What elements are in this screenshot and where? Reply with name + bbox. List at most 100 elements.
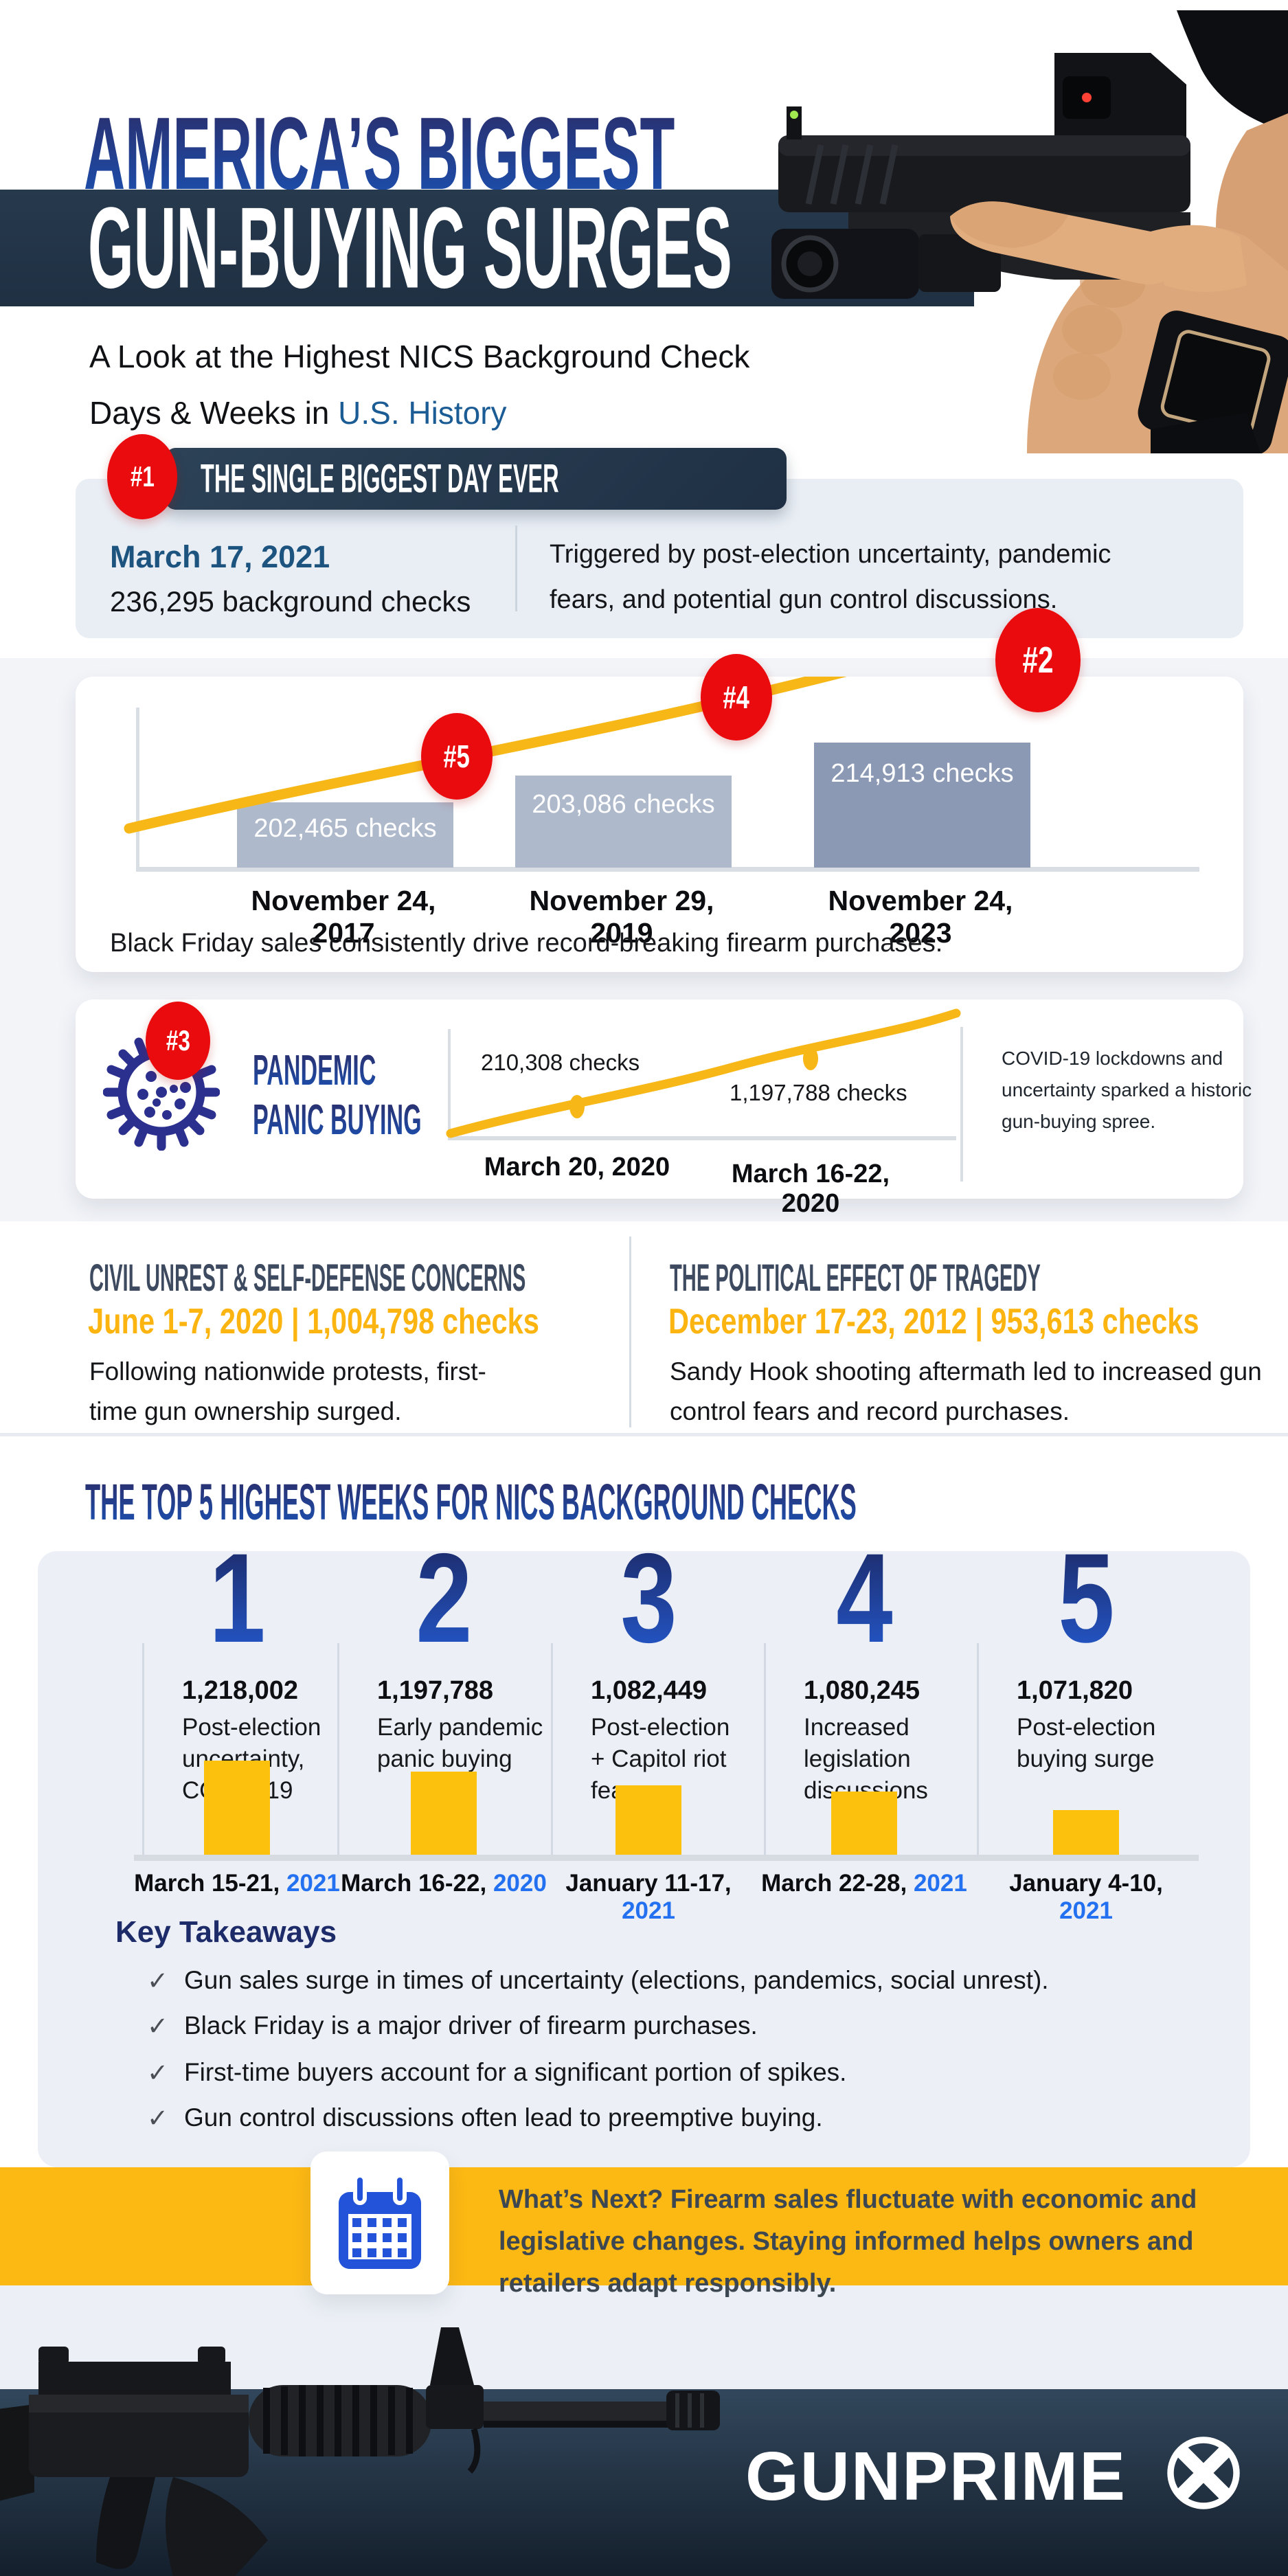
top5-rank-1-label: 1 [208, 1528, 266, 1669]
top5-date-2: March 16-22, 2020 [341, 1870, 547, 1897]
tragedy-stat-wrap: December 17-23, 2012 | 953,613 checks [668, 1302, 1288, 1341]
single-day-desc: Triggered by post-election uncertainty, … [550, 532, 1111, 622]
civil-unrest-desc: Following nationwide protests, first- ti… [89, 1352, 486, 1432]
top5-desc-5-l1: Post-election [1017, 1714, 1156, 1741]
pandemic-line-chart [446, 1008, 961, 1138]
pandemic-point1-label: 210,308 checks [481, 1050, 640, 1075]
top5-rank-2-label: 2 [415, 1528, 473, 1669]
top5-rank-3-label: 3 [620, 1528, 677, 1669]
single-day-divider [515, 526, 517, 611]
tragedy-heading-wrap: THE POLITICAL EFFECT OF TRAGEDY [670, 1258, 1288, 1297]
rank-2-badge-label: #2 [1022, 640, 1054, 681]
subtitle-line2-prefix: Days & Weeks in [89, 395, 339, 431]
top5-desc-5-l2: buying surge [1017, 1745, 1155, 1772]
rank-1-badge: #1 [107, 434, 177, 519]
subtitle-line2: Days & Weeks in U.S. History [89, 385, 749, 441]
page-title-line2: GUN-BUYING SURGES [88, 183, 732, 313]
top5-desc-2: Early pandemic panic buying [377, 1712, 543, 1775]
top5-rank-5: 5 [1017, 1528, 1155, 1669]
top5-date-1-main: March 15-21, [134, 1870, 280, 1897]
pandemic-title-line2: PANIC BUYING [253, 1096, 422, 1144]
top5-desc-2-l2: panic buying [377, 1745, 512, 1772]
subtitle-line1: A Look at the Highest NICS Background Ch… [89, 339, 750, 374]
civil-unrest-heading: CIVIL UNREST & SELF-DEFENSE CONCERNS [89, 1256, 526, 1299]
top5-rank-4: 4 [795, 1535, 933, 1662]
calendar-card [310, 2151, 449, 2294]
top5-date-4-main: March 22-28, [761, 1870, 907, 1897]
pandemic-title: PANDEMIC PANIC BUYING [253, 1050, 560, 1142]
top5-divider-4 [764, 1643, 766, 1855]
top5-rank-5-label: 5 [1057, 1528, 1115, 1669]
rank-5-badge-label: #5 [443, 738, 471, 774]
bf-bar-2019 [515, 776, 732, 868]
tragedy-desc: Sandy Hook shooting aftermath led to inc… [670, 1352, 1262, 1432]
top5-bar-1 [204, 1761, 270, 1855]
single-day-banner: THE SINGLE BIGGEST DAY EVER [165, 448, 787, 510]
bf-baseline [136, 867, 1199, 872]
tragedy-desc-line1: Sandy Hook shooting aftermath led to inc… [670, 1357, 1262, 1386]
top5-value-1: 1,218,002 [182, 1676, 299, 1705]
top5-desc-2-l1: Early pandemic [377, 1714, 543, 1741]
top5-divider-5 [977, 1643, 979, 1855]
whats-next-line3: retailers adapt responsibly. [499, 2269, 837, 2298]
brand-logo-text: GUNPRIME [745, 2438, 1127, 2515]
calendar-icon [339, 2173, 421, 2269]
pandemic-y-axis [448, 1029, 451, 1140]
civil-unrest-stat: June 1-7, 2020 | 1,004,798 checks [88, 1302, 539, 1342]
bf-bar-label-2017: 202,465 checks [253, 814, 437, 843]
top5-heading-wrap: THE TOP 5 HIGHEST WEEKS FOR NICS BACKGRO… [85, 1477, 1288, 1528]
pandemic-desc: COVID-19 lockdowns and uncertainty spark… [1002, 1043, 1252, 1138]
top5-bar-3 [615, 1785, 681, 1855]
pandemic-desc-line2: uncertainty sparked a historic [1002, 1079, 1252, 1100]
pistol-illustration-icon [771, 10, 1288, 455]
top5-date-2-year: 2020 [493, 1870, 547, 1897]
pandemic-card [76, 999, 1243, 1199]
top5-date-5-year: 2021 [1059, 1897, 1113, 1924]
top5-heading: THE TOP 5 HIGHEST WEEKS FOR NICS BACKGRO… [85, 1473, 857, 1530]
bf-caption: Black Friday sales consistently drive re… [110, 929, 943, 958]
top5-baseline [134, 1855, 1199, 1861]
tragedy-stat: December 17-23, 2012 | 953,613 checks [668, 1302, 1199, 1342]
rank-4-badge-label: #4 [723, 679, 750, 715]
pandemic-title-line1: PANDEMIC [253, 1047, 376, 1094]
top5-date-3-main: January 11-17, [565, 1870, 732, 1897]
pandemic-point2-label: 1,197,788 checks [730, 1080, 907, 1105]
rank-2-badge: #2 [995, 608, 1081, 712]
top5-date-1: March 15-21, 2021 [134, 1870, 340, 1897]
bf-bar-label-2023: 214,913 checks [831, 759, 1014, 788]
rifle-illustration-icon [0, 2327, 720, 2576]
bf-bar-2023 [814, 743, 1030, 868]
takeaways-heading: Key Takeaways [115, 1915, 337, 1949]
top5-bar-5 [1053, 1810, 1119, 1855]
top5-desc-3-l1: Post-election [591, 1714, 730, 1741]
top5-date-3-year: 2021 [622, 1897, 675, 1924]
rank-3-badge-label: #3 [166, 1024, 190, 1057]
civil-unrest-desc-line2: time gun ownership surged. [89, 1397, 402, 1425]
pandemic-date2: March 16-22, 2020 [731, 1160, 890, 1218]
rank-3-badge: #3 [146, 1002, 210, 1080]
civil-unrest-heading-wrap: CIVIL UNREST & SELF-DEFENSE CONCERNS [89, 1258, 929, 1297]
top5-value-4: 1,080,245 [804, 1676, 920, 1705]
top5-date-4: March 22-28, 2021 [761, 1870, 967, 1897]
pandemic-divider [960, 1027, 963, 1182]
top5-desc-3: Post-election+ Capitol riotfears [591, 1712, 730, 1807]
top5-rank-3: 3 [580, 1528, 717, 1669]
page-title-line1: AMERICA’S BIGGEST [84, 95, 675, 211]
takeaway-item-4: Gun control discussions often lead to pr… [184, 2103, 823, 2132]
top5-rank-2: 2 [375, 1528, 512, 1669]
check-icon: ✓ [147, 2012, 169, 2040]
takeaway-item-2: Black Friday is a major driver of firear… [184, 2011, 758, 2040]
pandemic-desc-line1: COVID-19 lockdowns and [1002, 1048, 1223, 1069]
top5-date-1-year: 2021 [286, 1870, 340, 1897]
whats-next-text: What’s Next? Firearm sales fluctuate wit… [499, 2179, 1197, 2305]
takeaway-item-3: First-time buyers account for a signific… [184, 2058, 847, 2086]
whats-next-band [0, 2167, 1288, 2285]
top5-bar-2 [411, 1772, 477, 1855]
top5-divider-1 [142, 1643, 144, 1855]
single-day-banner-label: THE SINGLE BIGGEST DAY EVER [201, 456, 559, 501]
bf-y-axis [136, 708, 139, 871]
top5-date-5: January 4-10, 2021 [983, 1870, 1189, 1925]
pandemic-date1: March 20, 2020 [484, 1153, 670, 1182]
bf-date-2017: November 24, 2017 [251, 885, 436, 949]
us-history-link[interactable]: U.S. History [338, 395, 507, 431]
